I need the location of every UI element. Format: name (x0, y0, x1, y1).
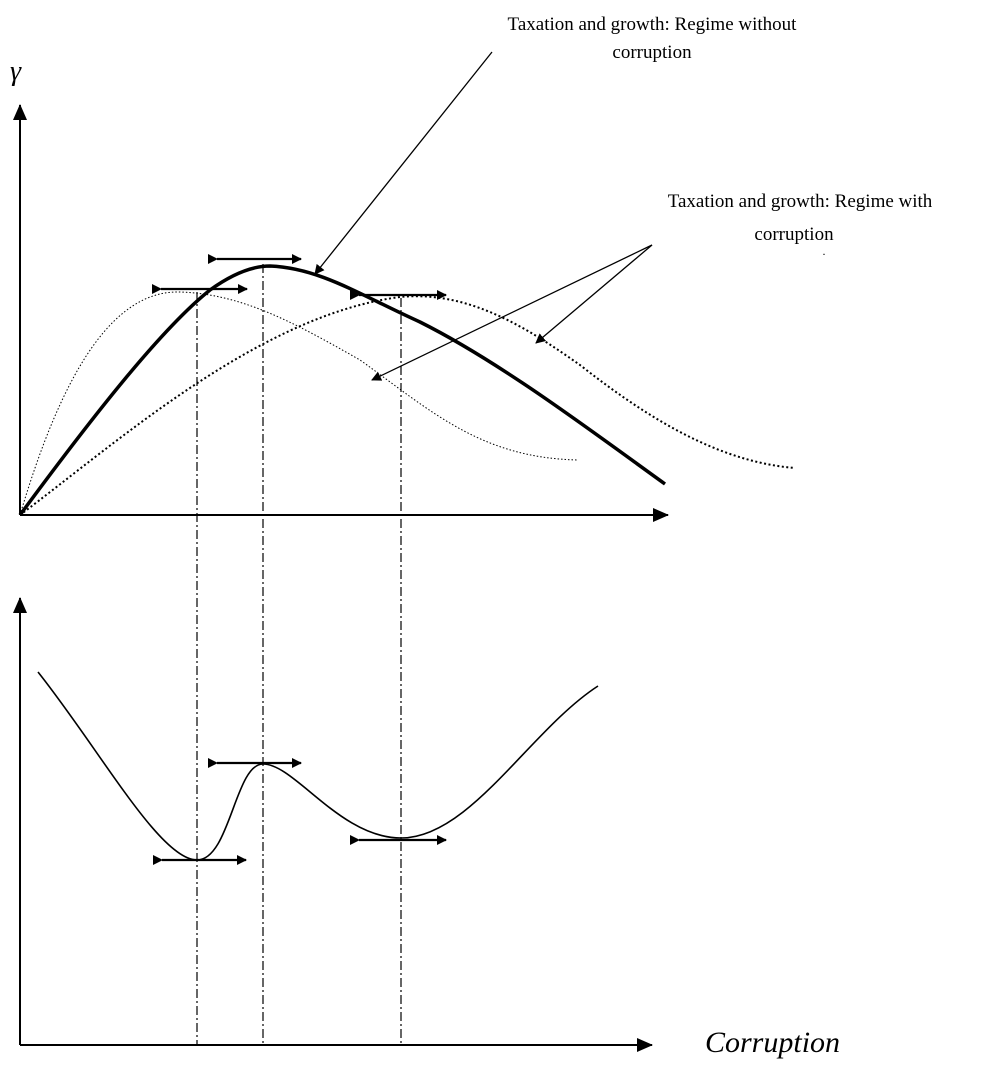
curve-bottom-panel (37, 671, 599, 861)
y-axis-label-gamma: γ (10, 56, 22, 87)
stray-mark: · (822, 247, 826, 261)
curve-with-corruption-late-peak (19, 295, 796, 516)
annotation-with-corruption-line1: Taxation and growth: Regime with (668, 191, 933, 212)
pointer-without-corruption (314, 51, 493, 275)
annotation-without-corruption-line1: Taxation and growth: Regime without (508, 14, 798, 35)
pointer-with-corruption-to-early-curve (371, 244, 653, 381)
annotation-with-corruption-line2: corruption (754, 224, 834, 245)
x-axis-label-corruption: Corruption (705, 1026, 840, 1059)
annotation-without-corruption-line2: corruption (612, 42, 692, 63)
curve-with-corruption-early-peak (19, 291, 579, 516)
pointer-with-corruption-to-late-curve (535, 244, 653, 344)
curve-without-corruption (18, 264, 667, 517)
